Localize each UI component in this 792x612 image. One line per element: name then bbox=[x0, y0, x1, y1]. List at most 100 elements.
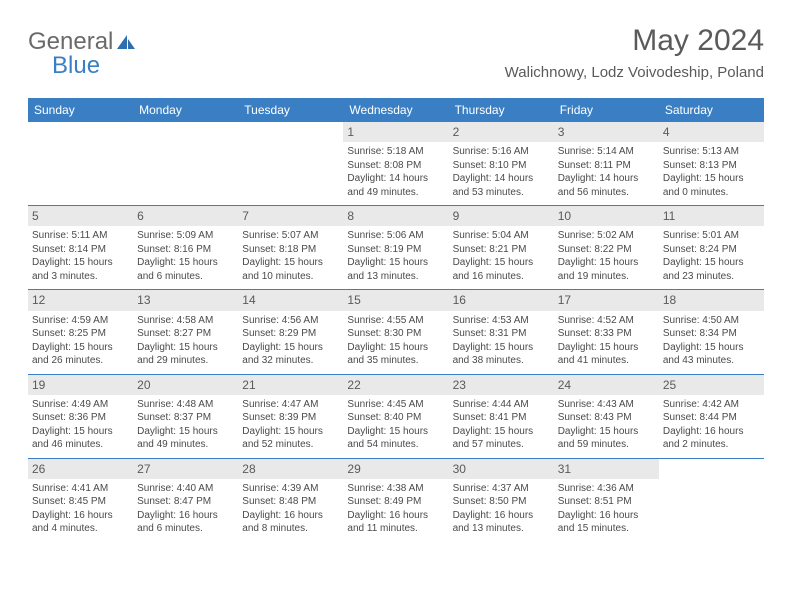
calendar-day-cell bbox=[133, 122, 238, 205]
calendar-day-cell: 22Sunrise: 4:45 AMSunset: 8:40 PMDayligh… bbox=[343, 375, 448, 458]
month-title: May 2024 bbox=[505, 24, 764, 58]
sunrise-text: Sunrise: 4:49 AM bbox=[32, 398, 129, 412]
daylight-text: Daylight: 14 hours and 56 minutes. bbox=[558, 172, 655, 199]
day-number: 31 bbox=[554, 459, 659, 479]
sunrise-text: Sunrise: 4:52 AM bbox=[558, 314, 655, 328]
daylight-text: Daylight: 15 hours and 46 minutes. bbox=[32, 425, 129, 452]
sunset-text: Sunset: 8:36 PM bbox=[32, 411, 129, 425]
calendar-day-cell: 8Sunrise: 5:06 AMSunset: 8:19 PMDaylight… bbox=[343, 206, 448, 289]
calendar-day-cell: 1Sunrise: 5:18 AMSunset: 8:08 PMDaylight… bbox=[343, 122, 448, 205]
day-number: 6 bbox=[133, 206, 238, 226]
sunrise-text: Sunrise: 5:09 AM bbox=[137, 229, 234, 243]
calendar-day-cell: 27Sunrise: 4:40 AMSunset: 8:47 PMDayligh… bbox=[133, 459, 238, 542]
calendar-day-cell: 19Sunrise: 4:49 AMSunset: 8:36 PMDayligh… bbox=[28, 375, 133, 458]
sunrise-text: Sunrise: 4:37 AM bbox=[453, 482, 550, 496]
sunset-text: Sunset: 8:33 PM bbox=[558, 327, 655, 341]
day-number: 16 bbox=[449, 290, 554, 310]
daylight-text: Daylight: 15 hours and 32 minutes. bbox=[242, 341, 339, 368]
day-number: 15 bbox=[343, 290, 448, 310]
weekday-header-cell: Sunday bbox=[28, 98, 133, 122]
calendar-day-cell: 18Sunrise: 4:50 AMSunset: 8:34 PMDayligh… bbox=[659, 290, 764, 373]
weekday-header-cell: Saturday bbox=[659, 98, 764, 122]
sunset-text: Sunset: 8:45 PM bbox=[32, 495, 129, 509]
calendar-day-cell: 13Sunrise: 4:58 AMSunset: 8:27 PMDayligh… bbox=[133, 290, 238, 373]
calendar-week-row: 12 Sunrise: 4:59 AMSunset: 8:25 PM Dayligh… bbox=[28, 289, 764, 373]
weekday-header-row: SundayMondayTuesdayWednesdayThursdayFrid… bbox=[28, 98, 764, 122]
sunset-text: Sunset: 8:41 PM bbox=[453, 411, 550, 425]
daylight-text: Daylight: 15 hours and 59 minutes. bbox=[558, 425, 655, 452]
sunset-text: Sunset: 8:50 PM bbox=[453, 495, 550, 509]
calendar-day-cell: 5Sunrise: 5:11 AMSunset: 8:14 PMDaylight… bbox=[28, 206, 133, 289]
day-number: 25 bbox=[659, 375, 764, 395]
calendar-day-cell: 3Sunrise: 5:14 AMSunset: 8:11 PMDaylight… bbox=[554, 122, 659, 205]
day-number: 30 bbox=[449, 459, 554, 479]
sunrise-text: Sunrise: 4:42 AM bbox=[663, 398, 760, 412]
sunrise-text: Sunrise: 4:40 AM bbox=[137, 482, 234, 496]
sunrise-text: Sunrise: 5:04 AM bbox=[453, 229, 550, 243]
calendar-day-cell: 24Sunrise: 4:43 AMSunset: 8:43 PMDayligh… bbox=[554, 375, 659, 458]
day-number: 17 bbox=[554, 290, 659, 310]
day-number: 21 bbox=[238, 375, 343, 395]
sunset-text: Sunset: 8:30 PM bbox=[347, 327, 444, 341]
day-number: 29 bbox=[343, 459, 448, 479]
day-number: 1 bbox=[343, 122, 448, 142]
day-number: 7 bbox=[238, 206, 343, 226]
weekday-header-cell: Wednesday bbox=[343, 98, 448, 122]
calendar-day-cell: 29Sunrise: 4:38 AMSunset: 8:49 PMDayligh… bbox=[343, 459, 448, 542]
sunset-text: Sunset: 8:39 PM bbox=[242, 411, 339, 425]
sunrise-text: Sunrise: 4:39 AM bbox=[242, 482, 339, 496]
daylight-text: Daylight: 14 hours and 53 minutes. bbox=[453, 172, 550, 199]
calendar-day-cell bbox=[659, 459, 764, 542]
calendar-header: May 2024 Walichnowy, Lodz Voivodeship, P… bbox=[505, 24, 764, 81]
daylight-text: Daylight: 15 hours and 6 minutes. bbox=[137, 256, 234, 283]
calendar-day-cell: 23Sunrise: 4:44 AMSunset: 8:41 PMDayligh… bbox=[449, 375, 554, 458]
sunrise-text: Sunrise: 4:59 AM bbox=[32, 314, 129, 328]
daylight-text: Daylight: 16 hours and 8 minutes. bbox=[242, 509, 339, 536]
sunrise-text: Sunrise: 5:02 AM bbox=[558, 229, 655, 243]
day-number: 11 bbox=[659, 206, 764, 226]
day-number: 12 bbox=[28, 290, 133, 310]
sunset-text: Sunset: 8:37 PM bbox=[137, 411, 234, 425]
calendar-week-row: 5Sunrise: 5:11 AMSunset: 8:14 PMDaylight… bbox=[28, 205, 764, 289]
sunrise-text: Sunrise: 4:44 AM bbox=[453, 398, 550, 412]
calendar-day-cell: 9Sunrise: 5:04 AMSunset: 8:21 PMDaylight… bbox=[449, 206, 554, 289]
daylight-text: Daylight: 15 hours and 41 minutes. bbox=[558, 341, 655, 368]
daylight-text: Daylight: 15 hours and 49 minutes. bbox=[137, 425, 234, 452]
sunrise-text: Sunrise: 4:48 AM bbox=[137, 398, 234, 412]
logo-text-2: Blue bbox=[52, 52, 100, 80]
weekday-header-cell: Friday bbox=[554, 98, 659, 122]
calendar-day-cell: 7Sunrise: 5:07 AMSunset: 8:18 PMDaylight… bbox=[238, 206, 343, 289]
day-number: 24 bbox=[554, 375, 659, 395]
sunset-text: Sunset: 8:48 PM bbox=[242, 495, 339, 509]
day-number bbox=[133, 122, 238, 142]
calendar-week-row: 19Sunrise: 4:49 AMSunset: 8:36 PMDayligh… bbox=[28, 374, 764, 458]
calendar-day-cell: 21Sunrise: 4:47 AMSunset: 8:39 PMDayligh… bbox=[238, 375, 343, 458]
daylight-text: Daylight: 16 hours and 4 minutes. bbox=[32, 509, 129, 536]
daylight-text: Daylight: 15 hours and 43 minutes. bbox=[663, 341, 760, 368]
day-number: 13 bbox=[133, 290, 238, 310]
daylight-text: Daylight: 16 hours and 11 minutes. bbox=[347, 509, 444, 536]
sunrise-text: Sunrise: 4:56 AM bbox=[242, 314, 339, 328]
day-number: 28 bbox=[238, 459, 343, 479]
daylight-text: Daylight: 15 hours and 13 minutes. bbox=[347, 256, 444, 283]
sunset-text: Sunset: 8:25 PM bbox=[32, 327, 129, 341]
location-label: Walichnowy, Lodz Voivodeship, Poland bbox=[505, 64, 764, 81]
daylight-text: Daylight: 15 hours and 3 minutes. bbox=[32, 256, 129, 283]
daylight-text: Daylight: 15 hours and 54 minutes. bbox=[347, 425, 444, 452]
day-number: 5 bbox=[28, 206, 133, 226]
sunrise-text: Sunrise: 4:36 AM bbox=[558, 482, 655, 496]
daylight-text: Daylight: 16 hours and 13 minutes. bbox=[453, 509, 550, 536]
sunrise-text: Sunrise: 4:58 AM bbox=[137, 314, 234, 328]
calendar-day-cell: 20Sunrise: 4:48 AMSunset: 8:37 PMDayligh… bbox=[133, 375, 238, 458]
weekday-header-cell: Thursday bbox=[449, 98, 554, 122]
sunrise-text: Sunrise: 5:01 AM bbox=[663, 229, 760, 243]
sunrise-text: Sunrise: 4:50 AM bbox=[663, 314, 760, 328]
sunrise-text: Sunrise: 5:18 AM bbox=[347, 145, 444, 159]
daylight-text: Daylight: 16 hours and 2 minutes. bbox=[663, 425, 760, 452]
sunset-text: Sunset: 8:43 PM bbox=[558, 411, 655, 425]
calendar-day-cell: 28 Sunrise: 4:39 AMSunset: 8:48 PMDayligh… bbox=[238, 459, 343, 542]
sunset-text: Sunset: 8:21 PM bbox=[453, 243, 550, 257]
day-number: 3 bbox=[554, 122, 659, 142]
daylight-text: Daylight: 16 hours and 6 minutes. bbox=[137, 509, 234, 536]
calendar-day-cell: 14Sunrise: 4:56 AMSunset: 8:29 PMDayligh… bbox=[238, 290, 343, 373]
